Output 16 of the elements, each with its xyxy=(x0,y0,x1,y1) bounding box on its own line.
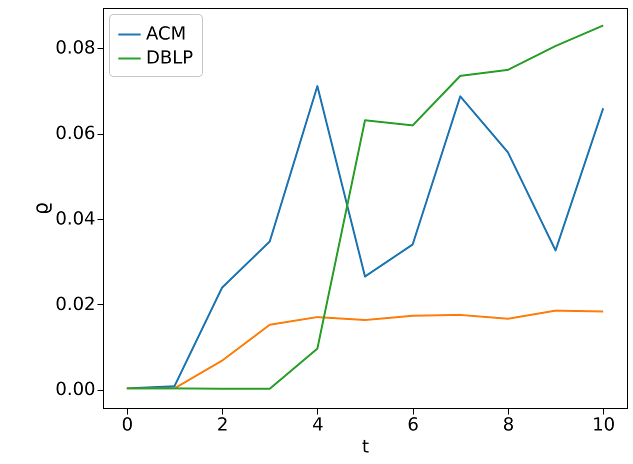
y-tick-label: 0.02 xyxy=(55,294,96,315)
legend-label: ACM xyxy=(146,24,186,44)
x-tick-label: 10 xyxy=(592,414,616,436)
y-tick-label: 0.04 xyxy=(55,208,96,230)
y-tick-label: 0.06 xyxy=(55,123,96,144)
x-axis-title: t xyxy=(362,436,370,458)
y-tick-label: 0.08 xyxy=(55,38,96,59)
x-tick-label: 0 xyxy=(122,414,134,436)
x-tick-label: 8 xyxy=(502,414,514,436)
y-axis-title: ϱ xyxy=(28,202,52,215)
y-tick-label: 0.00 xyxy=(55,379,96,400)
legend-label: DBLP xyxy=(146,48,194,68)
x-tick-label: 6 xyxy=(407,414,419,436)
x-tick-label: 4 xyxy=(312,414,324,436)
x-tick-label: 2 xyxy=(216,414,228,436)
line-series xyxy=(126,24,604,390)
